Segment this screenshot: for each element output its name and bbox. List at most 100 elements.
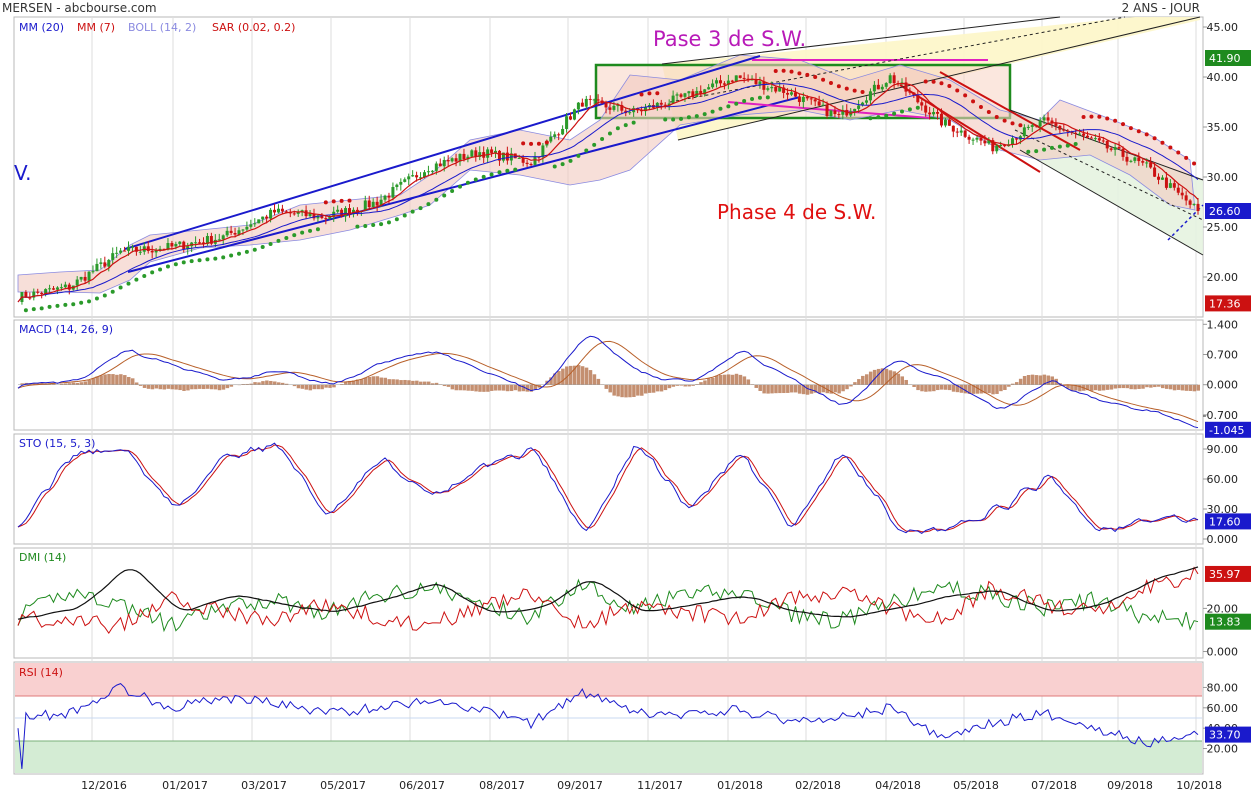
- macd-histogram-bar: [734, 373, 739, 385]
- price-candle: [466, 156, 470, 160]
- price-candle: [257, 219, 261, 224]
- sar-dot: [244, 249, 249, 254]
- macd-histogram-bar: [742, 376, 747, 385]
- sar-dot: [371, 223, 376, 228]
- sar-dot: [663, 117, 668, 122]
- price-candle: [1117, 147, 1121, 149]
- macd-histogram-bar: [134, 382, 139, 385]
- sar-dot: [536, 141, 541, 146]
- price-candle: [87, 271, 91, 281]
- price-candle: [1097, 138, 1101, 141]
- sar-dot: [87, 299, 92, 304]
- y-tick-label-0-0: 45.00: [1207, 21, 1239, 34]
- price-candle: [1030, 125, 1034, 127]
- macd-histogram-bar: [821, 384, 826, 393]
- sar-dot: [639, 92, 644, 97]
- price-candle: [659, 102, 663, 105]
- price-candle: [391, 187, 395, 198]
- dmi-legend: DMI (14): [19, 551, 66, 564]
- value-tag-label-2-0: 17.60: [1209, 515, 1241, 528]
- price-candle: [32, 291, 36, 298]
- macd-histogram-bar: [943, 384, 948, 390]
- sar-dot: [931, 79, 936, 84]
- macd-histogram-bar: [1125, 384, 1129, 389]
- macd-histogram-bar: [59, 383, 64, 385]
- price-candle: [344, 208, 348, 217]
- rsi-oversold-zone: [15, 741, 1202, 773]
- sar-dot: [347, 198, 352, 203]
- price-candle: [604, 103, 608, 108]
- price-candle: [130, 246, 134, 248]
- sar-dot: [734, 101, 739, 106]
- sar-dot: [631, 120, 636, 125]
- chart-title: MERSEN - abcbourse.com: [2, 1, 157, 15]
- price-candle: [490, 149, 494, 153]
- sar-dot: [1152, 136, 1157, 141]
- macd-histogram-bar: [205, 384, 210, 389]
- price-candle: [576, 102, 580, 110]
- sar-dot: [607, 131, 612, 136]
- sar-dot: [1042, 147, 1047, 152]
- macd-histogram-bar: [407, 380, 411, 385]
- macd-histogram-bar: [616, 384, 620, 397]
- y-tick-label-1-0: 1.400: [1207, 318, 1239, 331]
- rsi-overbought-zone: [15, 663, 1202, 696]
- sar-dot: [1128, 126, 1133, 131]
- macd-histogram-bar: [695, 384, 699, 385]
- sar-dot: [315, 227, 320, 232]
- macd-histogram-bar: [861, 375, 865, 385]
- macd-histogram-bar: [442, 384, 447, 387]
- macd-histogram-bar: [103, 374, 107, 385]
- adx-line: [17, 566, 1199, 620]
- macd-histogram-bar: [1074, 384, 1078, 391]
- y-tick-label-2-1: 60.00: [1207, 473, 1239, 486]
- price-candle: [959, 130, 963, 133]
- sar-dot: [1113, 118, 1118, 123]
- sar-dot: [900, 109, 905, 114]
- macd-histogram-bar: [722, 374, 727, 385]
- sar-dot: [39, 306, 44, 311]
- price-candle: [355, 209, 359, 212]
- price-candle: [541, 145, 545, 158]
- price-candle: [872, 84, 876, 92]
- price-candle: [367, 200, 371, 208]
- sar-dot: [1097, 114, 1102, 119]
- sar-dot: [876, 115, 881, 120]
- macd-signal-line: [17, 340, 1199, 423]
- sar-dot: [892, 111, 897, 116]
- macd-histogram-bar: [786, 384, 790, 393]
- sar-dot: [229, 253, 234, 258]
- price-candle: [947, 119, 951, 126]
- price-candle: [91, 271, 95, 273]
- macd-histogram-bar: [726, 374, 731, 385]
- macd-histogram-bar: [501, 384, 506, 391]
- value-tag-3-1: [1205, 613, 1251, 630]
- price-candle: [209, 235, 213, 244]
- macd-histogram-bar: [999, 384, 1003, 392]
- macd-histogram-bar: [987, 384, 991, 394]
- price-candle: [407, 176, 411, 180]
- price-candle: [829, 110, 833, 116]
- price-candle: [679, 94, 683, 97]
- sar-dot: [1049, 145, 1054, 150]
- y-tick-label-4-1: 60.00: [1207, 702, 1239, 715]
- sar-dot: [47, 304, 52, 309]
- price-candle: [470, 150, 474, 157]
- price-candle: [158, 248, 162, 251]
- price-candle: [1034, 125, 1038, 127]
- sar-dot: [497, 170, 502, 175]
- macd-histogram-bar: [174, 384, 178, 390]
- price-candle: [884, 83, 888, 87]
- sar-dot: [710, 109, 715, 114]
- sar-dot: [465, 180, 470, 185]
- legend-mm20: MM (20): [19, 21, 64, 34]
- y-tick-label-2-3: 0.000: [1207, 533, 1239, 546]
- macd-histogram-bar: [955, 384, 960, 393]
- price-candle: [683, 93, 687, 97]
- price-candle: [229, 230, 233, 234]
- macd-histogram-bar: [592, 374, 597, 385]
- price-candle: [75, 279, 79, 286]
- sar-dot: [560, 162, 565, 167]
- macd-histogram-bar: [675, 384, 680, 386]
- x-tick-label: 02/2018: [795, 779, 841, 792]
